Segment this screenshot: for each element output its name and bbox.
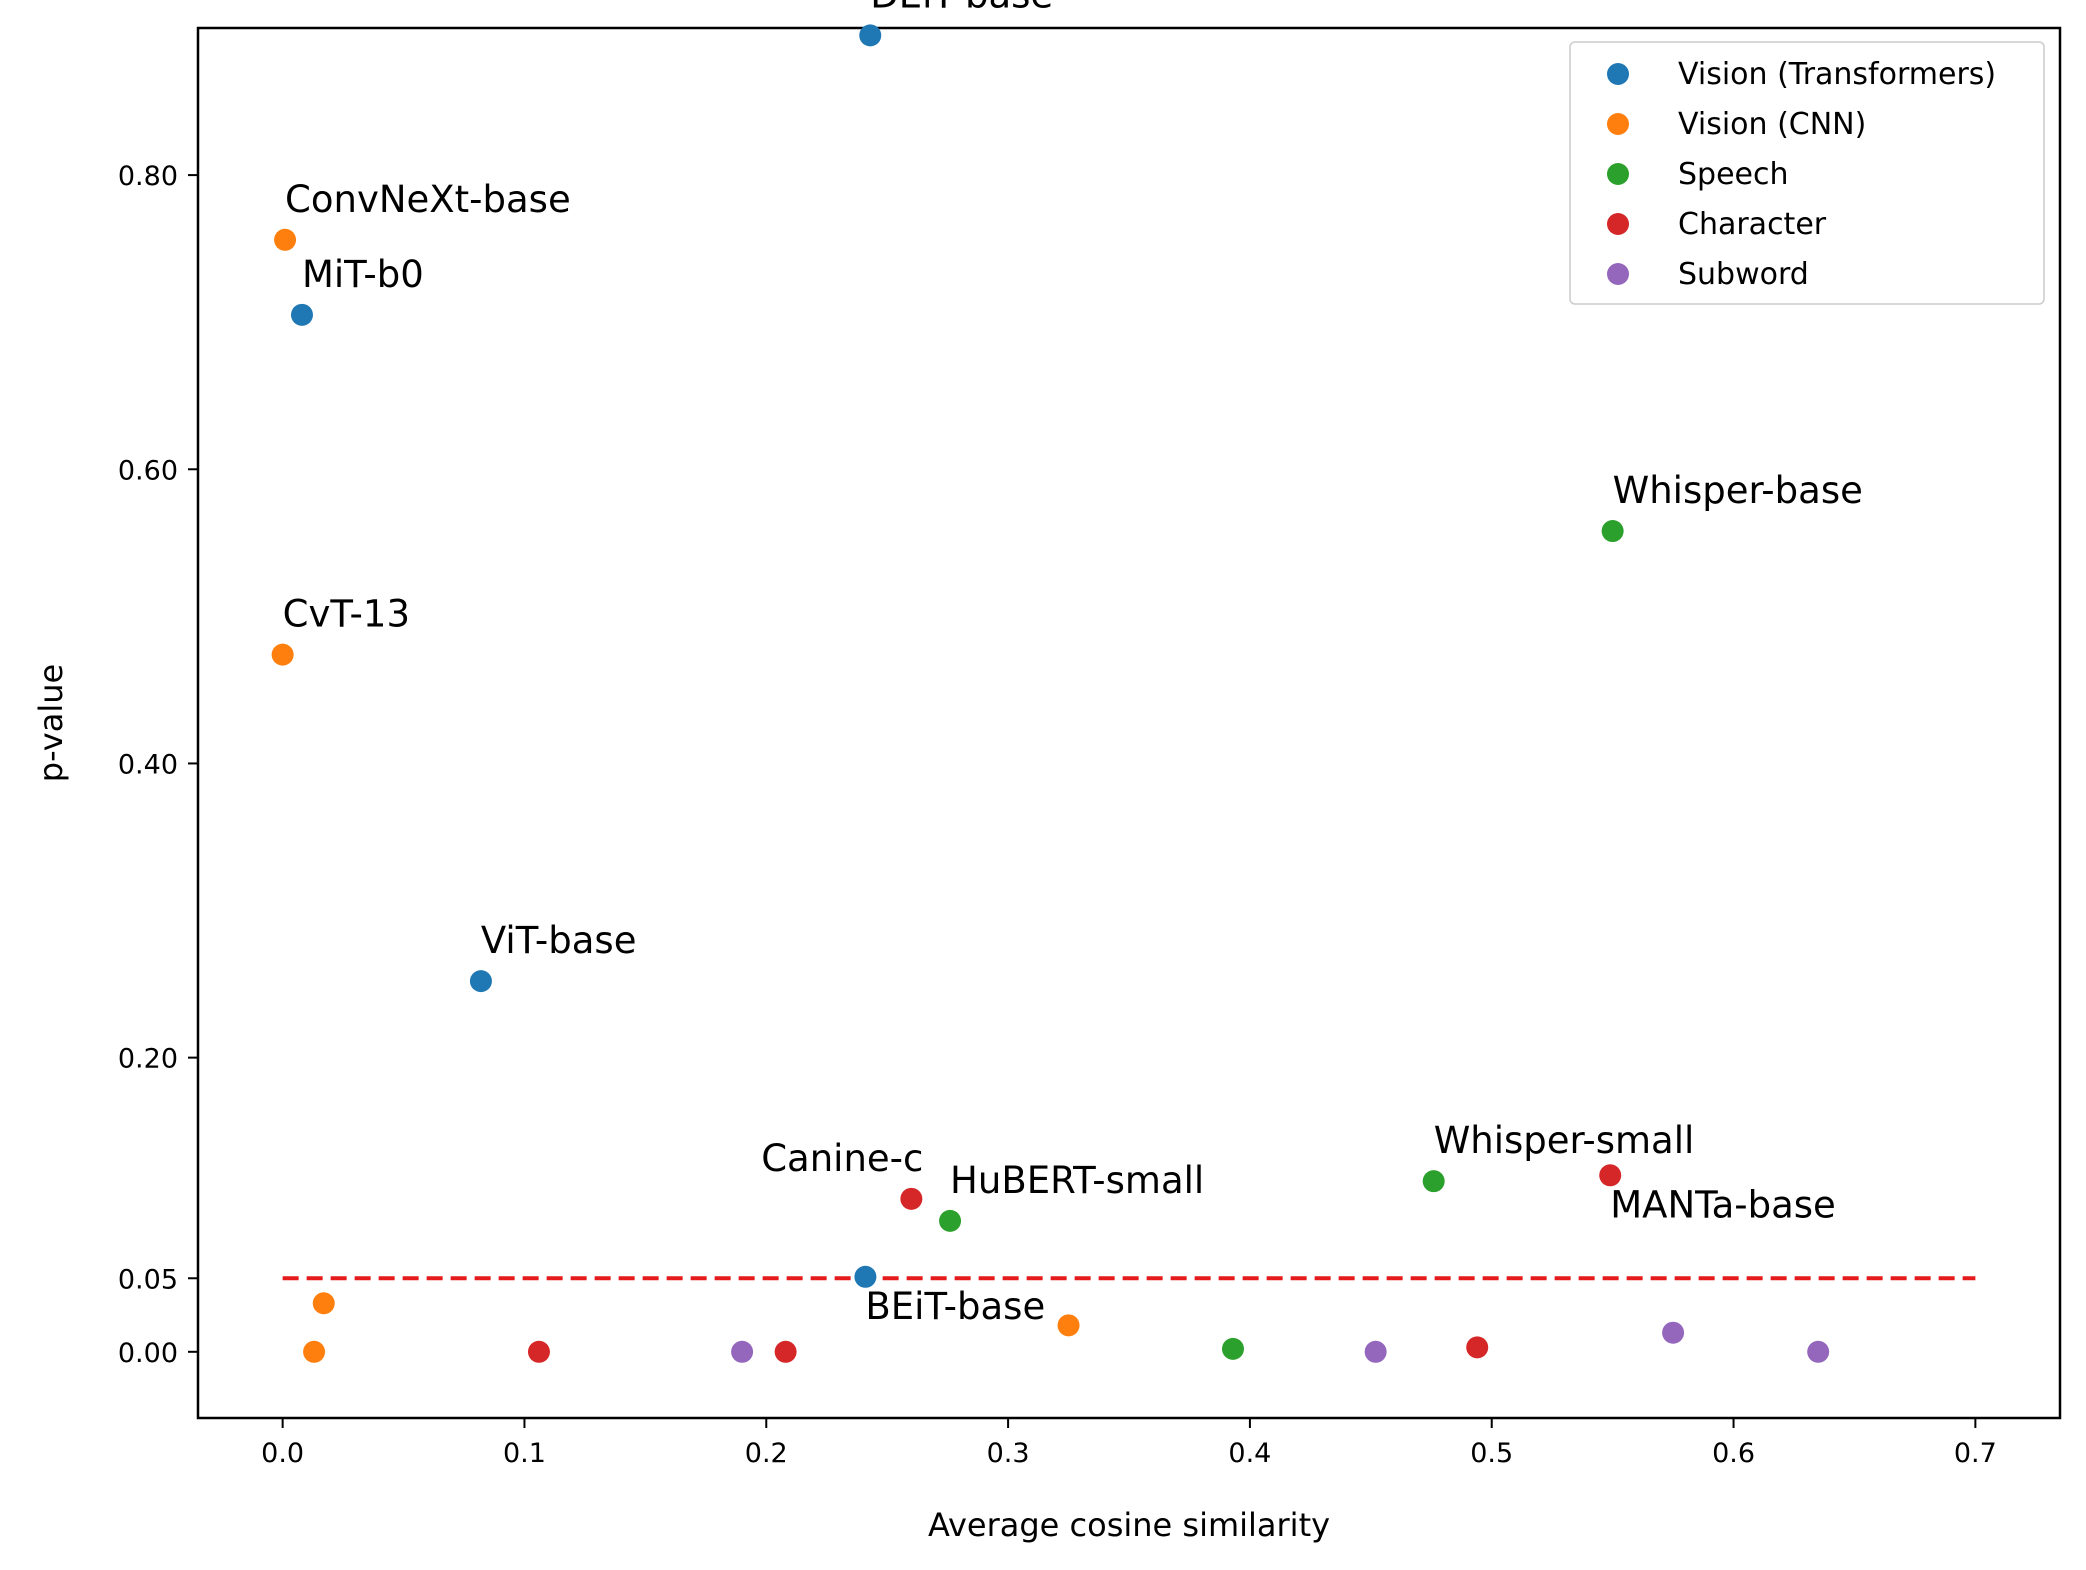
x-tick-label: 0.1 xyxy=(503,1438,546,1469)
scatter-point xyxy=(469,970,492,993)
point-label: MANTa-base xyxy=(1610,1183,1836,1226)
point-label: ViT-base xyxy=(481,919,637,962)
point-label: CvT-13 xyxy=(283,593,410,636)
point-label: Whisper-small xyxy=(1434,1119,1695,1162)
scatter-point xyxy=(1807,1340,1830,1363)
legend-label: Vision (CNN) xyxy=(1678,107,1866,142)
legend-marker xyxy=(1607,163,1629,185)
x-tick-label: 0.6 xyxy=(1712,1438,1755,1469)
data-points xyxy=(271,24,1830,1363)
x-tick-label: 0.5 xyxy=(1470,1438,1513,1469)
point-label: DEiT-base xyxy=(870,0,1053,16)
scatter-point xyxy=(1221,1337,1244,1360)
y-axis: 0.00 0.05 0.20 0.40 0.60 0.80 xyxy=(118,161,198,1369)
point-label: ConvNeXt-base xyxy=(285,178,571,221)
x-tick-label: 0.0 xyxy=(261,1438,304,1469)
scatter-point xyxy=(1422,1170,1445,1193)
legend-marker xyxy=(1607,113,1629,135)
scatter-point xyxy=(312,1292,335,1315)
scatter-point xyxy=(1466,1336,1489,1359)
point-label: BEiT-base xyxy=(865,1285,1045,1328)
scatter-point xyxy=(1364,1340,1387,1363)
legend-label: Speech xyxy=(1678,157,1789,192)
scatter-point xyxy=(527,1340,550,1363)
scatter-point xyxy=(271,643,294,666)
scatter-point xyxy=(303,1340,326,1363)
legend: Vision (Transformers) Vision (CNN) Speech C… xyxy=(1569,41,2045,305)
legend-marker xyxy=(1607,213,1629,235)
scatter-point xyxy=(854,1265,877,1288)
scatter-point xyxy=(859,24,882,47)
legend-label: Vision (Transformers) xyxy=(1678,57,1996,92)
x-tick-label: 0.4 xyxy=(1228,1438,1271,1469)
y-tick-label: 0.05 xyxy=(118,1264,178,1295)
x-axis: 0.0 0.1 0.2 0.3 0.4 0.5 0.6 0.7 xyxy=(261,1418,1997,1469)
x-tick-label: 0.7 xyxy=(1954,1438,1997,1469)
y-tick-label: 0.60 xyxy=(118,455,178,486)
legend-marker xyxy=(1607,263,1629,285)
point-label: HuBERT-small xyxy=(950,1159,1204,1202)
scatter-point xyxy=(1599,1164,1622,1187)
x-tick-label: 0.3 xyxy=(987,1438,1030,1469)
legend-marker xyxy=(1607,63,1629,85)
scatter-point xyxy=(1057,1314,1080,1337)
y-tick-label: 0.00 xyxy=(118,1338,178,1369)
scatter-point xyxy=(1662,1321,1685,1344)
scatter-point xyxy=(274,228,297,251)
scatter-point xyxy=(900,1187,923,1210)
scatter-point xyxy=(731,1340,754,1363)
legend-label: Character xyxy=(1678,207,1827,242)
y-tick-label: 0.20 xyxy=(118,1044,178,1075)
y-tick-label: 0.40 xyxy=(118,749,178,780)
legend-label: Subword xyxy=(1678,257,1809,292)
legend-box xyxy=(1569,41,2045,305)
y-axis-label: p-value xyxy=(32,664,70,782)
scatter-point xyxy=(1601,520,1624,543)
x-tick-label: 0.2 xyxy=(745,1438,788,1469)
scatter-point xyxy=(290,303,313,326)
point-label: MiT-b0 xyxy=(302,253,424,296)
point-labels: DEiT-base MiT-b0 ViT-base BEiT-base ConvNeXt… xyxy=(283,0,1863,1328)
point-label: Canine-c xyxy=(761,1137,923,1180)
plot-area-frame xyxy=(196,26,2062,1420)
x-axis-label: Average cosine similarity xyxy=(928,1506,1330,1544)
scatter-point xyxy=(939,1209,962,1232)
y-tick-label: 0.80 xyxy=(118,161,178,192)
point-label: Whisper-base xyxy=(1613,469,1863,512)
scatter-point xyxy=(774,1340,797,1363)
